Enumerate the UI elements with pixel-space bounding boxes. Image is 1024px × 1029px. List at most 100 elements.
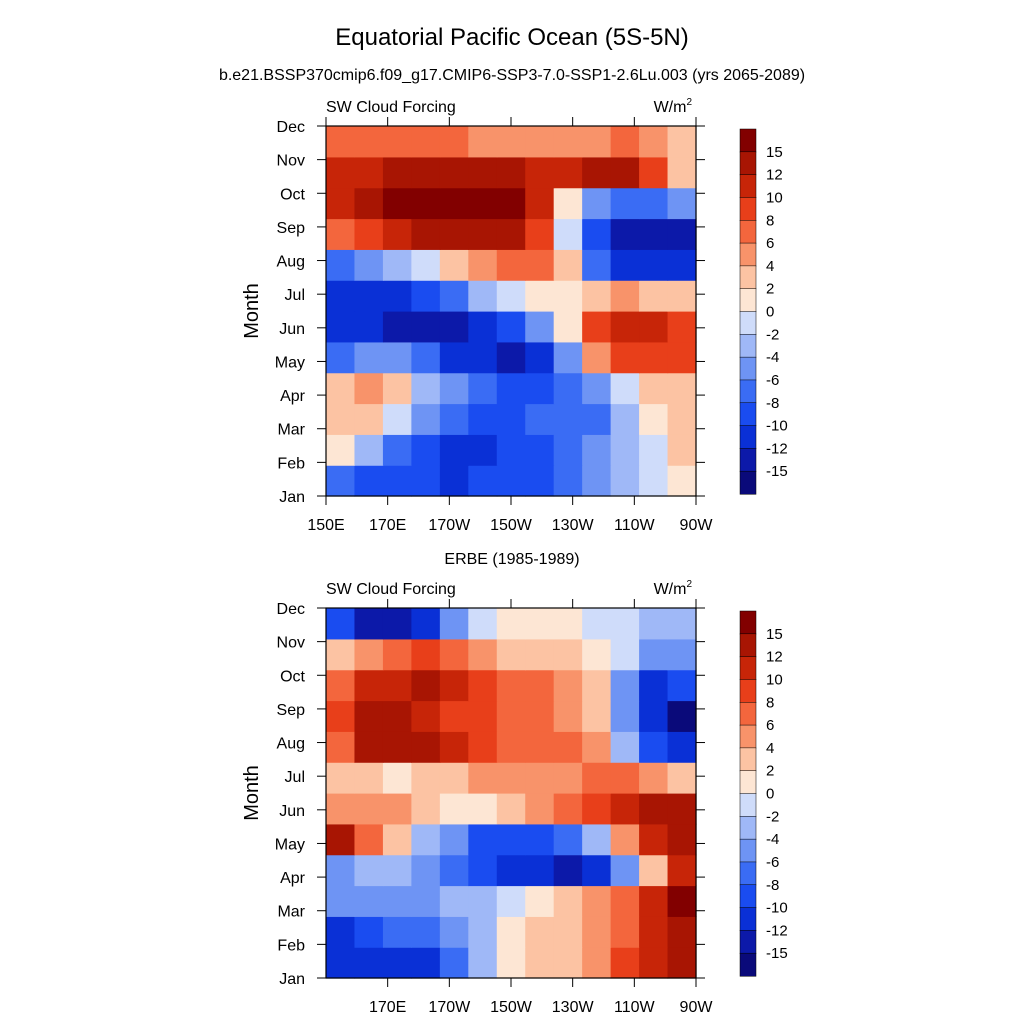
colorbar-label: 10 xyxy=(766,671,783,688)
colorbar: 15 12 10 8 6 4 2 0 -2 -4 -6 -8 -10 -12 -15 xyxy=(739,610,788,977)
colorbar-label: 12 xyxy=(766,167,783,184)
heatmap-cell-mar-160w xyxy=(468,403,498,435)
heatmap-cell-nov-140w xyxy=(525,156,555,189)
colorbar-swatch xyxy=(739,702,757,726)
heatmap-cell-jan-170w xyxy=(439,465,469,497)
heatmap-cell-nov-120w xyxy=(582,638,612,671)
heatmap-cell-may-150e xyxy=(326,341,356,374)
x-tick-label: 150E xyxy=(307,517,344,534)
heatmap-cell-aug-180 xyxy=(411,249,441,281)
heatmap-cell-mar-150e xyxy=(326,885,356,917)
heatmap-cell-dec-90w xyxy=(667,126,697,158)
heatmap-cell-jun-120w xyxy=(582,793,612,825)
heatmap-cell-nov-130w xyxy=(553,156,583,189)
heatmap-cell-feb-110w xyxy=(610,434,640,466)
heatmap-cell-jan-170e xyxy=(382,947,412,979)
heatmap-cell-nov-90w xyxy=(667,156,697,189)
heatmap-cell-apr-180 xyxy=(411,854,441,887)
heatmap-cell-jul-100w xyxy=(639,762,669,794)
heatmap-cell-jul-170w xyxy=(439,762,469,794)
colorbar-swatch xyxy=(739,197,757,221)
colorbar-swatch xyxy=(739,679,757,703)
colorbar-swatch xyxy=(739,425,757,449)
y-tick-label: Dec xyxy=(277,601,305,618)
heatmap-cell-oct-130w xyxy=(553,669,583,702)
colorbar-label: 8 xyxy=(766,694,774,711)
y-tick-label: Jul xyxy=(285,287,305,304)
heatmap-cell-jul-180 xyxy=(411,762,441,794)
heatmap-cell-mar-170e xyxy=(382,403,412,435)
heatmap-cell-dec-130w xyxy=(553,608,583,640)
heatmap-cell-feb-100w xyxy=(639,434,669,466)
heatmap-cell-aug-150e xyxy=(326,731,356,763)
heatmap-cell-dec-110w xyxy=(610,608,640,640)
heatmap-cell-jul-180 xyxy=(411,280,441,312)
heatmap-cell-oct-90w xyxy=(667,187,697,220)
colorbar-swatch xyxy=(739,656,757,680)
heatmap-cell-may-150w xyxy=(496,823,526,856)
heatmap-cell-dec-170w xyxy=(439,126,469,158)
y-tick-label: Apr xyxy=(280,870,306,887)
heatmap-cell-nov-150w xyxy=(496,638,526,671)
y-tick-label: Sep xyxy=(277,702,306,719)
colorbar-label: 0 xyxy=(766,786,774,803)
heatmap-cell-oct-150w xyxy=(496,669,526,702)
colorbar-label: -4 xyxy=(766,349,779,366)
colorbar-swatch xyxy=(739,838,757,863)
heatmap-cell-mar-160w xyxy=(468,885,498,917)
heatmap-cell-nov-160w xyxy=(468,156,498,189)
colorbar-swatch xyxy=(739,633,757,658)
heatmap-cell-apr-150e xyxy=(326,372,356,405)
heatmap-cell-dec-140w xyxy=(525,126,555,158)
heatmap-cell-sep-180 xyxy=(411,700,441,732)
colorbar-label: -12 xyxy=(766,922,788,939)
heatmap-cell-jun-100w xyxy=(639,311,669,343)
heatmap-cell-dec-180 xyxy=(411,608,441,640)
heatmap-cell-may-140w xyxy=(525,823,555,856)
heatmap-cell-apr-100w xyxy=(639,372,669,405)
heatmap-cell-nov-160e xyxy=(354,156,384,189)
y-tick-label: Sep xyxy=(277,220,306,237)
x-tick-label: 170W xyxy=(428,517,471,534)
heatmap-cell-jul-160e xyxy=(354,762,384,794)
heatmap-cells xyxy=(326,608,697,979)
heatmap-cell-mar-100w xyxy=(639,403,669,435)
heatmap-cell-mar-150e xyxy=(326,403,356,435)
units-label: W/m2 xyxy=(654,97,693,116)
colorbar-label: -12 xyxy=(766,440,788,457)
heatmap-cell-apr-140w xyxy=(525,854,555,887)
colorbar-swatch xyxy=(739,470,757,495)
heatmap-cell-aug-150w xyxy=(496,249,526,281)
heatmap-cell-apr-170w xyxy=(439,372,469,405)
heatmap-cell-jun-170e xyxy=(382,311,412,343)
y-tick-label: Aug xyxy=(277,736,305,753)
heatmap-cell-jul-140w xyxy=(525,762,555,794)
heatmap-cell-dec-100w xyxy=(639,126,669,158)
heatmap-cell-aug-160e xyxy=(354,249,384,281)
heatmap-cell-feb-100w xyxy=(639,916,669,948)
colorbar-label: 12 xyxy=(766,649,783,666)
heatmap-cell-sep-150e xyxy=(326,218,356,250)
heatmap-cell-jun-120w xyxy=(582,311,612,343)
heatmap-cell-jun-160e xyxy=(354,793,384,825)
heatmap-cell-may-110w xyxy=(610,341,640,374)
heatmap-cell-apr-110w xyxy=(610,854,640,887)
colorbar-swatch xyxy=(739,448,757,472)
y-tick-label: Apr xyxy=(280,388,306,405)
heatmap-cell-oct-160w xyxy=(468,187,498,220)
heatmap-cell-jul-110w xyxy=(610,762,640,794)
heatmap-cell-sep-150e xyxy=(326,700,356,732)
heatmap-cell-oct-170w xyxy=(439,669,469,702)
heatmap-cell-jan-120w xyxy=(582,947,612,979)
heatmap-cell-oct-180 xyxy=(411,187,441,220)
x-tick-label: 130W xyxy=(552,517,595,534)
heatmap-cell-dec-170w xyxy=(439,608,469,640)
heatmap-cell-jan-110w xyxy=(610,465,640,497)
heatmap-cell-may-90w xyxy=(667,341,697,374)
x-tick-label: 110W xyxy=(614,517,656,534)
heatmap-cell-apr-130w xyxy=(553,372,583,405)
colorbar-swatch xyxy=(739,379,757,404)
heatmap-cell-mar-170w xyxy=(439,403,469,435)
heatmap-cell-sep-110w xyxy=(610,218,640,250)
